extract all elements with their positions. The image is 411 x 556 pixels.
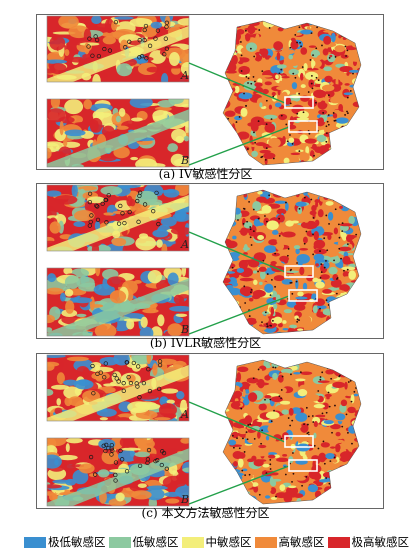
legend-item-very-high: 极高敏感区 — [327, 534, 410, 550]
legend-swatch-low — [108, 536, 131, 548]
map-graphic: AB — [46, 354, 362, 507]
legend-item-medium: 中敏感区 — [181, 534, 252, 550]
caption-c: (c) 本文方法敏感性分区 — [141, 506, 270, 520]
legend-label-high: 高敏感区 — [278, 535, 325, 549]
caption-b: (b) IVLR敏感性分区 — [149, 336, 262, 350]
inset-bottom-letter: B — [180, 493, 189, 506]
legend-label-very-high: 极高敏感区 — [351, 535, 410, 549]
highlight-box-b — [288, 459, 318, 472]
map-graphic: AB — [46, 15, 362, 168]
inset-top-letter: A — [180, 238, 189, 251]
legend-swatch-very-high — [327, 536, 350, 548]
connector-line-a — [188, 231, 286, 273]
connector-line-b — [188, 126, 290, 166]
connector-line-b — [188, 295, 290, 335]
highlight-box-a — [284, 96, 314, 109]
region-map — [223, 190, 361, 334]
inset-top-zoom-map: A — [46, 184, 190, 252]
legend-label-medium: 中敏感区 — [205, 535, 252, 549]
legend-item-high: 高敏感区 — [254, 534, 325, 550]
inset-top-letter: A — [180, 69, 189, 82]
inset-bottom-zoom-map: B — [46, 98, 190, 168]
legend-item-low: 低敏感区 — [108, 534, 179, 550]
legend-swatch-very-low — [24, 536, 46, 548]
legend-label-low: 低敏感区 — [132, 535, 179, 549]
highlight-box-a — [284, 265, 314, 278]
map-graphic: AB — [46, 184, 362, 337]
inset-bottom-letter: B — [180, 154, 189, 167]
inset-bottom-zoom-map: B — [46, 267, 190, 337]
legend-item-very-low: 极低敏感区 — [24, 534, 106, 550]
inset-top-zoom-map: A — [46, 15, 190, 83]
inset-bottom-letter: B — [180, 323, 189, 336]
legend-label-very-low: 极低敏感区 — [48, 535, 106, 549]
connector-line-a — [188, 401, 286, 443]
inset-top-letter: A — [180, 408, 189, 421]
connector-line-a — [188, 62, 286, 104]
connector-line-b — [188, 465, 290, 505]
legend: 极低敏感区 低敏感区 中敏感区 高敏感区 极高敏感区 — [24, 534, 409, 550]
highlight-box-a — [284, 435, 314, 448]
inset-bottom-zoom-map: B — [46, 437, 190, 507]
legend-swatch-medium — [181, 536, 204, 548]
caption-a: (a) IV敏感性分区 — [158, 167, 253, 181]
highlight-box-b — [288, 120, 318, 133]
legend-swatch-high — [254, 536, 277, 548]
highlight-box-b — [288, 289, 318, 302]
inset-top-zoom-map: A — [46, 354, 190, 422]
